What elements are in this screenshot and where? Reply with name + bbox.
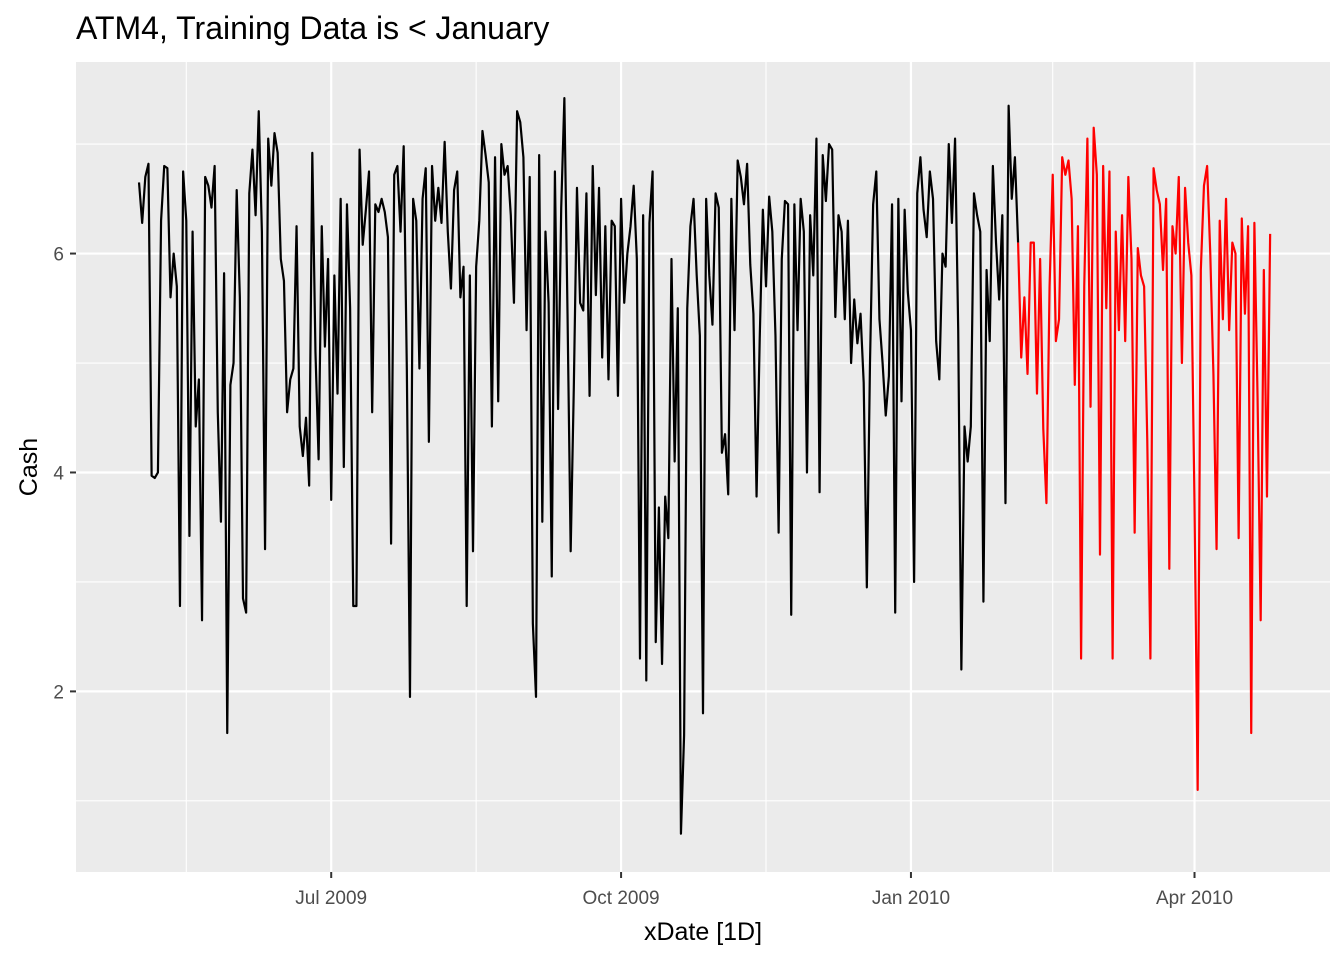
y-tick-label: 6 <box>53 245 64 266</box>
x-tick-label: Apr 2010 <box>1156 888 1233 909</box>
y-axis-label: Cash <box>15 438 43 496</box>
chart-title: ATM4, Training Data is < January <box>76 10 550 46</box>
plot-panel <box>76 62 1330 872</box>
axis-layer: Jul 2009 Oct 2009 Jan 2010 Apr 2010 2 4 6 <box>53 245 1233 909</box>
series-layer <box>137 97 1272 835</box>
series-line-2 <box>1016 126 1272 792</box>
grid-minor <box>76 62 1330 872</box>
x-tick-label: Jan 2010 <box>872 888 950 909</box>
y-tick-label: 2 <box>53 682 64 703</box>
series-line-1 <box>137 97 1020 835</box>
y-tick-label: 4 <box>53 463 64 484</box>
x-axis-label: xDate [1D] <box>644 918 762 946</box>
x-tick-label: Jul 2009 <box>295 888 367 909</box>
x-tick-label: Oct 2009 <box>583 888 660 909</box>
